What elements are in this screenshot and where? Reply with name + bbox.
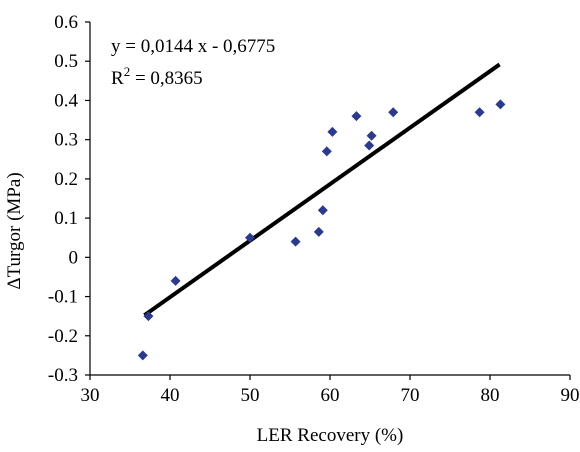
data-point <box>317 205 328 216</box>
x-tick-label: 60 <box>321 385 340 406</box>
data-point <box>351 111 362 122</box>
x-tick-label: 30 <box>81 385 100 406</box>
y-tick-label: 0.6 <box>54 12 78 33</box>
regression-equation: y = 0,0144 x - 0,6775 <box>111 36 275 57</box>
data-point <box>364 140 375 151</box>
data-point <box>327 126 338 137</box>
y-tick-label: 0.3 <box>54 130 78 151</box>
data-point <box>143 311 154 322</box>
y-axis-label: ΔTurgor (MPa) <box>4 172 25 289</box>
data-point <box>137 350 148 361</box>
y-tick-label: 0.4 <box>54 90 78 111</box>
data-point <box>321 146 332 157</box>
data-point <box>366 130 377 141</box>
y-tick-label: 0.2 <box>54 169 78 190</box>
x-tick-label: 90 <box>561 385 580 406</box>
y-tick-label: -0.2 <box>48 326 78 347</box>
r-squared-prefix: R <box>111 68 124 89</box>
y-tick-label: -0.3 <box>48 365 78 386</box>
data-point <box>245 232 255 243</box>
data-point <box>290 236 301 247</box>
r-squared-superscript: 2 <box>124 64 131 79</box>
y-tick-label: 0.1 <box>54 208 78 229</box>
x-axis-label: LER Recovery (%) <box>257 425 404 446</box>
data-point <box>388 107 399 118</box>
data-point <box>170 275 181 286</box>
x-tick-label: 40 <box>161 385 180 406</box>
r-squared-label: R2 = 0,8365 <box>111 64 203 89</box>
trendline-layer <box>143 62 501 317</box>
data-point <box>495 99 506 110</box>
data-points-layer <box>137 99 506 361</box>
x-tick-label: 70 <box>401 385 420 406</box>
x-tick-label: 80 <box>481 385 500 406</box>
data-point <box>474 107 485 118</box>
y-tick-label: 0 <box>69 247 79 268</box>
data-point <box>313 226 324 237</box>
y-tick-label: -0.1 <box>48 287 78 308</box>
r-squared-value: = 0,8365 <box>130 68 202 89</box>
trend-line <box>143 62 501 317</box>
x-tick-label: 50 <box>241 385 260 406</box>
y-tick-label: 0.5 <box>54 51 78 72</box>
ticks-layer: 30 40 50 60 70 80 90 -0.3 -0.2 -0.1 0 0.1 0.2 0.3 0.4 0… <box>48 12 580 406</box>
